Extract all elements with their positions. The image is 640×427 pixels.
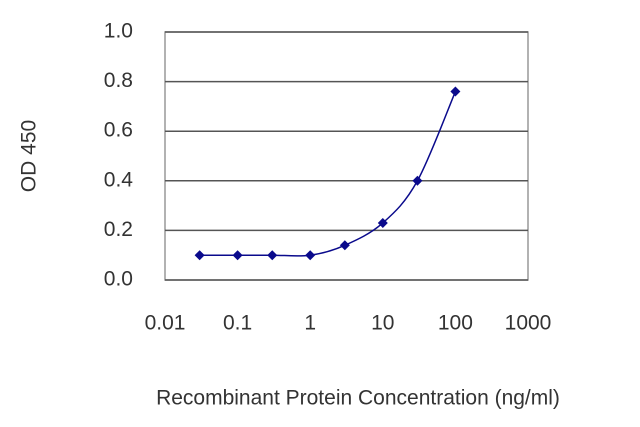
data-point <box>194 250 205 261</box>
x-tick-label: 0.1 <box>223 312 252 335</box>
data-point <box>267 250 278 261</box>
x-tick-label: 100 <box>438 312 473 335</box>
data-point <box>305 250 316 261</box>
y-tick-label: 0.2 <box>104 218 133 241</box>
x-axis-label: Recombinant Protein Concentration (ng/ml… <box>156 387 560 410</box>
data-point <box>412 175 423 186</box>
x-tick-label: 0.01 <box>145 312 186 335</box>
data-point <box>339 240 350 251</box>
data-point <box>450 86 461 97</box>
y-tick-label: 0.4 <box>104 168 134 191</box>
y-axis-label: OD 450 <box>18 120 41 192</box>
x-tick-label: 1000 <box>505 312 552 335</box>
y-tick-label: 1.0 <box>104 20 133 43</box>
data-line <box>199 91 457 257</box>
y-tick-label: 0.6 <box>104 119 133 142</box>
y-tick-label: 0.0 <box>104 268 133 291</box>
x-tick-label: 1 <box>304 312 316 335</box>
data-point <box>377 217 388 228</box>
data-point <box>232 250 243 261</box>
x-tick-label: 10 <box>371 312 394 335</box>
y-tick-label: 0.8 <box>104 69 133 92</box>
